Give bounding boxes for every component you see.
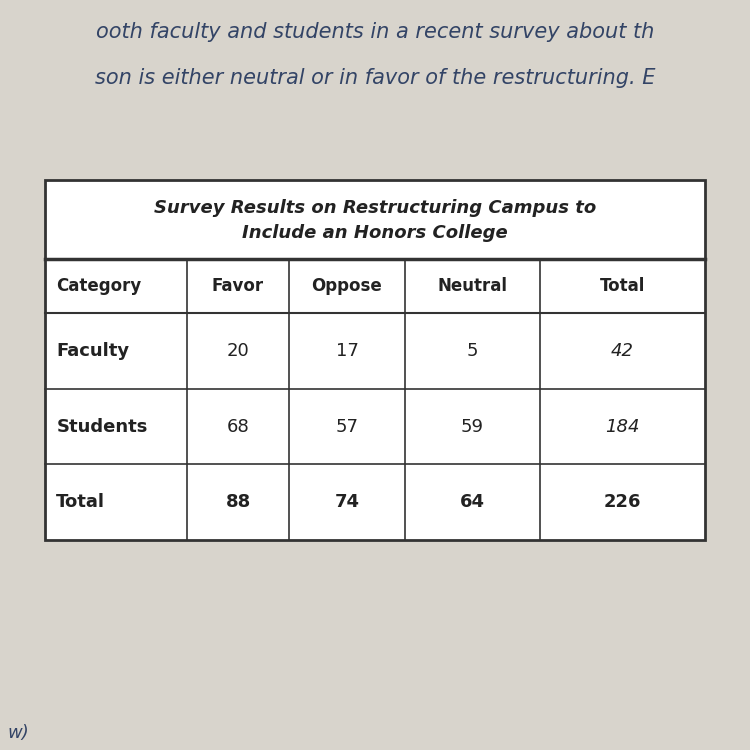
Text: Students: Students (56, 418, 148, 436)
Text: Favor: Favor (212, 278, 264, 296)
Text: 226: 226 (604, 494, 641, 512)
Text: Oppose: Oppose (311, 278, 382, 296)
Text: 68: 68 (226, 418, 250, 436)
Text: Include an Honors College: Include an Honors College (242, 224, 508, 242)
Text: 17: 17 (335, 342, 358, 360)
Text: Survey Results on Restructuring Campus to: Survey Results on Restructuring Campus t… (154, 200, 596, 217)
Text: son is either neutral or in favor of the restructuring. E: son is either neutral or in favor of the… (94, 68, 656, 88)
Text: 74: 74 (334, 494, 359, 512)
Text: 184: 184 (605, 418, 640, 436)
Text: 5: 5 (466, 342, 478, 360)
Text: Neutral: Neutral (437, 278, 507, 296)
Text: 42: 42 (611, 342, 634, 360)
Text: w): w) (8, 724, 29, 742)
Text: Total: Total (600, 278, 645, 296)
Text: Category: Category (56, 278, 142, 296)
Text: Faculty: Faculty (56, 342, 129, 360)
Text: 57: 57 (335, 418, 358, 436)
Text: 64: 64 (460, 494, 484, 512)
Text: 88: 88 (226, 494, 251, 512)
Text: Total: Total (56, 494, 105, 512)
Text: 20: 20 (226, 342, 250, 360)
Text: ooth faculty and students in a recent survey about th: ooth faculty and students in a recent su… (96, 22, 654, 43)
Text: 59: 59 (460, 418, 484, 436)
